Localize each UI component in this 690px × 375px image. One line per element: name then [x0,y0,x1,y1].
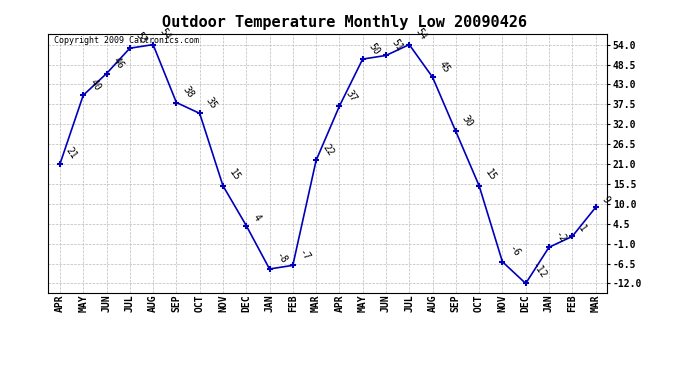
Text: 35: 35 [204,95,219,111]
Text: -2: -2 [553,229,568,244]
Text: 40: 40 [88,77,102,93]
Text: 22: 22 [320,142,335,158]
Text: 15: 15 [227,168,242,183]
Text: -12: -12 [530,261,548,280]
Text: 46: 46 [110,56,126,71]
Text: 54: 54 [413,27,428,42]
Text: Copyright 2009 Cartronics.com: Copyright 2009 Cartronics.com [54,36,199,45]
Text: -7: -7 [297,247,312,262]
Text: 1: 1 [576,223,588,234]
Text: 50: 50 [367,41,382,56]
Text: 51: 51 [390,38,405,52]
Text: 30: 30 [460,113,475,129]
Text: -6: -6 [506,244,522,259]
Text: 45: 45 [437,59,452,74]
Text: 15: 15 [483,168,498,183]
Text: 4: 4 [250,212,262,223]
Text: 38: 38 [181,84,195,100]
Text: 21: 21 [64,146,79,161]
Text: -8: -8 [274,251,288,266]
Text: 53: 53 [134,30,149,45]
Text: 37: 37 [344,88,359,104]
Text: Outdoor Temperature Monthly Low 20090426: Outdoor Temperature Monthly Low 20090426 [163,15,527,30]
Text: 54: 54 [157,27,172,42]
Text: 9: 9 [600,194,611,205]
